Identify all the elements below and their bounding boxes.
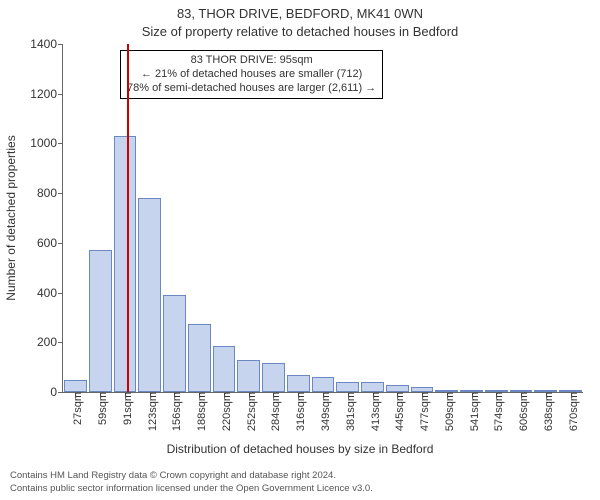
histogram-bar [188,324,211,392]
x-tick-label: 59sqm [91,392,109,425]
x-tick-label: 638sqm [537,392,555,431]
x-tick-label: 349sqm [314,392,332,431]
y-tick-mark [58,193,63,194]
histogram-bar [64,380,87,392]
page-address-title: 83, THOR DRIVE, BEDFORD, MK41 0WN [0,6,600,21]
histogram-bar [336,382,359,392]
x-tick-label: 670sqm [562,392,580,431]
footer-copyright-1: Contains HM Land Registry data © Crown c… [10,470,336,481]
footer-copyright-2: Contains public sector information licen… [10,483,373,494]
histogram-bar [114,136,137,392]
x-tick-label: 27sqm [66,392,84,425]
chart-plot-area: 020040060080010001200140027sqm59sqm91sqm… [62,44,583,393]
y-tick-mark [58,293,63,294]
x-tick-label: 541sqm [463,392,481,431]
histogram-bar [213,346,236,392]
histogram-bar [287,375,310,392]
histogram-bar [262,363,285,392]
y-tick-mark [58,342,63,343]
histogram-bar [138,198,161,392]
histogram-bar [163,295,186,392]
x-tick-label: 91sqm [116,392,134,425]
x-tick-label: 413sqm [364,392,382,431]
y-tick-mark [58,143,63,144]
x-axis-title: Distribution of detached houses by size … [0,442,600,456]
y-axis-title: Number of detached properties [4,135,18,300]
x-tick-label: 477sqm [413,392,431,431]
x-tick-label: 574sqm [487,392,505,431]
x-tick-label: 284sqm [264,392,282,431]
histogram-bar [237,360,260,392]
x-tick-label: 381sqm [339,392,357,431]
y-tick-mark [58,392,63,393]
histogram-bar [312,377,335,392]
x-tick-label: 123sqm [141,392,159,431]
histogram-bar [361,382,384,392]
page-subtitle: Size of property relative to detached ho… [0,24,600,39]
y-tick-mark [58,44,63,45]
x-tick-label: 220sqm [215,392,233,431]
x-tick-label: 156sqm [165,392,183,431]
x-tick-label: 252sqm [240,392,258,431]
histogram-bar [89,250,112,392]
reference-line [127,44,129,392]
x-tick-label: 606sqm [512,392,530,431]
x-tick-label: 316sqm [289,392,307,431]
y-tick-mark [58,243,63,244]
histogram-bar [386,385,409,392]
x-tick-label: 445sqm [388,392,406,431]
x-tick-label: 509sqm [438,392,456,431]
x-tick-label: 188sqm [190,392,208,431]
y-tick-mark [58,94,63,95]
